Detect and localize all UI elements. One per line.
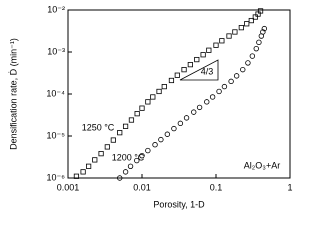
data-point	[117, 175, 123, 181]
data-point	[228, 78, 234, 85]
y-tick-label: 10⁻⁶	[47, 172, 66, 182]
data-point	[257, 8, 264, 14]
data-point	[196, 104, 203, 111]
data-point	[122, 123, 129, 129]
data-point	[238, 25, 244, 31]
x-axis-label: Porosity, 1-D	[153, 199, 205, 209]
y-axis-label: Densification rate, Ḋ (min⁻¹)	[8, 38, 18, 150]
data-point	[261, 25, 268, 32]
data-point	[209, 94, 216, 100]
data-point	[206, 47, 212, 53]
data-point	[181, 67, 187, 73]
data-point	[122, 169, 129, 175]
data-point	[240, 66, 246, 73]
data-point	[260, 29, 266, 35]
y-tick-label: 10⁻⁴	[46, 88, 65, 98]
data-point	[152, 142, 158, 148]
x-tick-label: 0.001	[57, 182, 80, 192]
data-point	[187, 62, 193, 68]
data-point	[98, 151, 104, 157]
data-point	[221, 83, 228, 90]
data-point	[73, 173, 80, 179]
y-tick-label: 10⁻⁵	[47, 130, 66, 140]
data-point	[86, 163, 92, 169]
data-point	[168, 77, 175, 84]
data-point	[177, 120, 184, 127]
data-point	[139, 152, 145, 159]
data-point	[110, 137, 116, 143]
x-tick-label: 1	[287, 182, 292, 192]
data-point	[232, 29, 238, 35]
data-point	[200, 52, 206, 58]
data-point	[158, 136, 164, 143]
data-point	[161, 84, 167, 90]
data-point	[80, 169, 86, 175]
data-point	[174, 72, 180, 78]
data-point	[128, 117, 135, 123]
data-point	[117, 130, 123, 136]
data-point	[134, 111, 140, 117]
data-point	[253, 45, 259, 52]
data-point	[104, 144, 110, 150]
data-point	[194, 56, 200, 63]
data-point	[219, 38, 225, 44]
data-point	[150, 94, 156, 100]
data-point	[249, 53, 256, 59]
data-point	[139, 105, 145, 111]
data-point	[191, 109, 197, 115]
data-point	[252, 14, 258, 20]
x-tick-label: 0.1	[210, 182, 223, 192]
y-tick-label: 10⁻³	[47, 46, 65, 56]
data-point	[248, 17, 254, 24]
y-tick-label: 10⁻²	[47, 4, 65, 14]
data-point	[216, 88, 222, 95]
data-point	[226, 33, 232, 39]
data-point	[92, 157, 98, 163]
data-point	[164, 131, 171, 137]
data-point	[256, 39, 262, 46]
slope-label: 4/3	[201, 66, 214, 76]
data-point	[183, 115, 190, 121]
data-point	[171, 125, 177, 132]
data-point	[204, 99, 210, 105]
data-point	[156, 88, 162, 95]
data-point	[134, 157, 140, 164]
chart: 4/3 1250 °C 1200 °C Al₂O₃+Ar Porosity, 1…	[8, 4, 292, 209]
annotation: Al₂O₃+Ar	[244, 160, 280, 170]
data-point	[245, 60, 251, 66]
data-point	[127, 163, 134, 169]
x-tick-label: 0.01	[133, 182, 151, 192]
data-point	[145, 99, 151, 105]
data-point	[145, 147, 151, 154]
annotation: 1200 °C	[112, 152, 145, 162]
data-point	[233, 73, 240, 79]
annotation: 1250 °C	[82, 122, 115, 132]
slope-triangle	[179, 59, 219, 81]
plot-frame	[67, 9, 291, 179]
data-point	[244, 21, 250, 27]
data-point	[213, 42, 219, 48]
